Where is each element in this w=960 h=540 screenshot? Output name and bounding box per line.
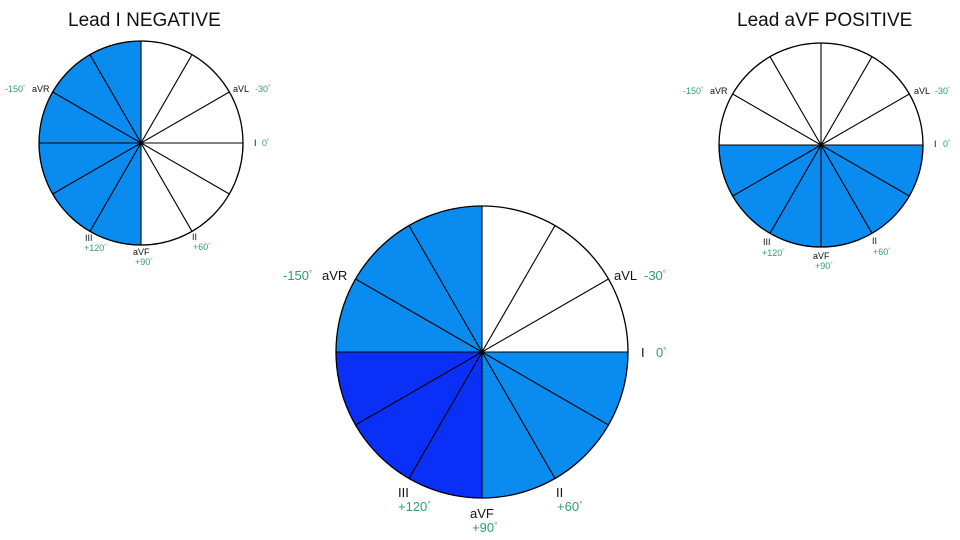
degree-symbol: ° [663, 346, 666, 355]
degree-symbol: ° [948, 140, 951, 146]
wheel-lead-avf-positive: I 0° aVL -30° aVR -150° II+60° aVF+90° III+120° [683, 42, 951, 271]
lead-angle-ii: +60° [557, 499, 582, 514]
lead-label-ii: II [556, 485, 563, 500]
lead-i-negative-title: Lead I NEGATIVE [68, 10, 221, 31]
lead-angle-avr: -150° [283, 268, 312, 283]
degree-symbol: ° [494, 521, 497, 530]
degree-symbol: ° [701, 87, 704, 93]
lead-label-i: I [934, 139, 937, 149]
lead-angle-i: 0° [943, 139, 951, 149]
wheel-outline [38, 40, 244, 246]
lead-label-avf: aVF [133, 247, 150, 257]
lead-label-avf: aVF [470, 506, 494, 521]
lead-angle-avf: +90° [815, 261, 833, 271]
lead-angle-iii: +120° [398, 499, 431, 514]
wheel-outline [718, 42, 924, 248]
degree-symbol: ° [309, 269, 312, 278]
lead-label-avl: aVL [233, 84, 249, 94]
degree-symbol: ° [948, 87, 951, 93]
degree-symbol: ° [782, 249, 785, 255]
degree-symbol: ° [427, 500, 430, 509]
wheel-center-dot [818, 142, 824, 148]
degree-symbol: ° [888, 248, 891, 254]
lead-label-iii: III [763, 237, 771, 247]
degree-symbol: ° [830, 262, 833, 268]
wheel-outline [335, 205, 629, 499]
lead-label-i: I [254, 138, 257, 148]
lead-angle-avf: +90° [135, 257, 153, 267]
lead-label-ii: II [872, 236, 877, 246]
lead-angle-avl: -30° [255, 84, 271, 94]
lead-angle-avr: -150° [683, 86, 704, 96]
lead-angle-ii: +60° [193, 242, 211, 252]
degree-symbol: ° [104, 244, 107, 250]
shaded-sector-0 [482, 352, 628, 498]
lead-angle-iii: +120° [762, 248, 785, 258]
lead-label-avl: aVL [614, 268, 637, 283]
shaded-sector-2 [336, 206, 482, 352]
lead-avf-positive-title: Lead aVF POSITIVE [737, 10, 913, 31]
wheel-combined-axis: I 0° aVL -30° aVR -150° II+60° aVF+90° III+120° [283, 205, 666, 535]
lead-label-iii: III [398, 485, 409, 500]
lead-label-i: I [641, 345, 645, 360]
lead-angle-avl: -30° [644, 268, 666, 283]
degree-symbol: ° [579, 500, 582, 509]
lead-label-avf: aVF [813, 251, 830, 261]
shaded-sector-1 [336, 352, 482, 498]
degree-symbol: ° [268, 85, 271, 91]
wheel-center-dot [479, 349, 485, 355]
wheel-center-dot [138, 140, 144, 146]
lead-angle-iii: +120° [84, 243, 107, 253]
degree-symbol: ° [663, 269, 666, 278]
degree-symbol: ° [150, 258, 153, 264]
lead-label-avr: aVR [710, 86, 728, 96]
lead-label-avr: aVR [32, 84, 50, 94]
wheel-lead-i-negative: I 0° aVL -30° aVR -150° II+60° aVF+90° III+120° [5, 40, 271, 267]
lead-angle-avr: -150° [5, 84, 26, 94]
lead-label-ii: II [192, 232, 197, 242]
lead-angle-i: 0° [656, 345, 666, 360]
lead-angle-i: 0° [262, 138, 270, 148]
lead-angle-avf: +90° [472, 520, 497, 535]
degree-symbol: ° [208, 243, 211, 249]
degree-symbol: ° [267, 139, 270, 145]
lead-angle-ii: +60° [873, 247, 891, 257]
lead-angle-avl: -30° [935, 86, 951, 96]
degree-symbol: ° [23, 85, 26, 91]
lead-label-avr: aVR [322, 268, 347, 283]
lead-label-iii: III [85, 233, 93, 243]
lead-label-avl: aVL [914, 86, 930, 96]
